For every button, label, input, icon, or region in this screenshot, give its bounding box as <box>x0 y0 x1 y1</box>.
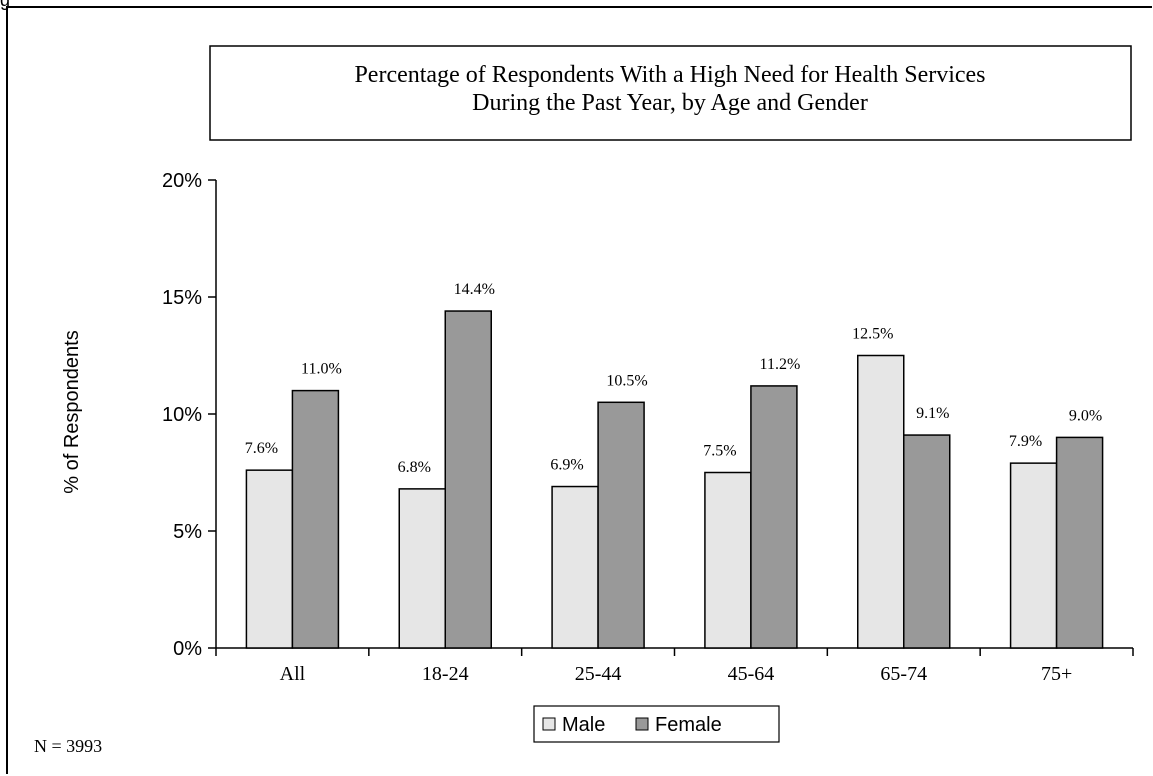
data-label-female: 10.5% <box>606 372 647 389</box>
x-tick-label: All <box>280 663 306 685</box>
y-axis-label: % of Respondents <box>61 330 83 493</box>
x-tick-label: 75+ <box>1041 663 1072 685</box>
data-label-male: 7.6% <box>245 440 278 457</box>
data-label-male: 7.5% <box>703 443 736 460</box>
legend-swatch-male <box>542 717 556 731</box>
bar-female <box>444 310 492 649</box>
legend: Male Female <box>533 705 780 743</box>
data-label-female: 11.0% <box>301 361 342 378</box>
data-label-female: 11.2% <box>760 356 801 373</box>
x-tick-label: 25-44 <box>575 663 622 685</box>
data-label-male: 6.8% <box>398 459 431 476</box>
bar-male <box>857 354 905 649</box>
corner-text-fragment: g <box>0 0 11 10</box>
x-tick-label: 65-74 <box>880 663 927 685</box>
legend-label-male: Male <box>562 714 605 736</box>
bar-female <box>291 389 340 649</box>
bar-female <box>750 385 798 649</box>
data-label-male: 7.9% <box>1009 433 1042 450</box>
data-label-female: 9.1% <box>916 405 949 422</box>
y-tick-label: 15% <box>162 287 202 309</box>
bar-male <box>704 471 752 649</box>
axes: 0% 5% 10% 15% 20% All 18-24 25-44 45-64 65-74 75+ <box>162 170 1134 685</box>
chart-title-line-1: Percentage of Respondents With a High Ne… <box>354 62 985 88</box>
data-label-female: 9.0% <box>1069 407 1102 424</box>
bar-male <box>245 469 294 649</box>
y-tick-label: 0% <box>173 638 202 660</box>
bar-female <box>903 434 951 649</box>
bar-female <box>597 401 645 649</box>
sample-size-note: N = 3993 <box>34 736 102 756</box>
y-tick-label: 20% <box>162 170 202 192</box>
bar-male <box>1009 462 1058 649</box>
x-tick-label: 45-64 <box>728 663 775 685</box>
legend-box <box>533 705 780 743</box>
chart-title-line-2: During the Past Year, by Age and Gender <box>472 90 868 116</box>
legend-swatch-female <box>635 717 649 731</box>
data-label-male: 6.9% <box>550 457 583 474</box>
legend-label-female: Female <box>655 714 722 736</box>
x-tick-label: 18-24 <box>422 663 469 685</box>
y-tick-label: 10% <box>162 404 202 426</box>
title-box <box>209 45 1132 141</box>
bar-female <box>1055 436 1104 649</box>
data-label-female: 14.4% <box>454 281 495 298</box>
chart-frame <box>6 6 1152 774</box>
bars <box>245 310 1104 649</box>
bar-male <box>551 485 599 649</box>
data-label-male: 12.5% <box>852 326 893 343</box>
data-labels: 7.6% 11.0% 6.8% 14.4% 6.9% 10.5% 7.5% 11.2% 12.5… <box>245 281 1102 476</box>
y-tick-label: 5% <box>173 521 202 543</box>
bar-male <box>398 488 446 649</box>
